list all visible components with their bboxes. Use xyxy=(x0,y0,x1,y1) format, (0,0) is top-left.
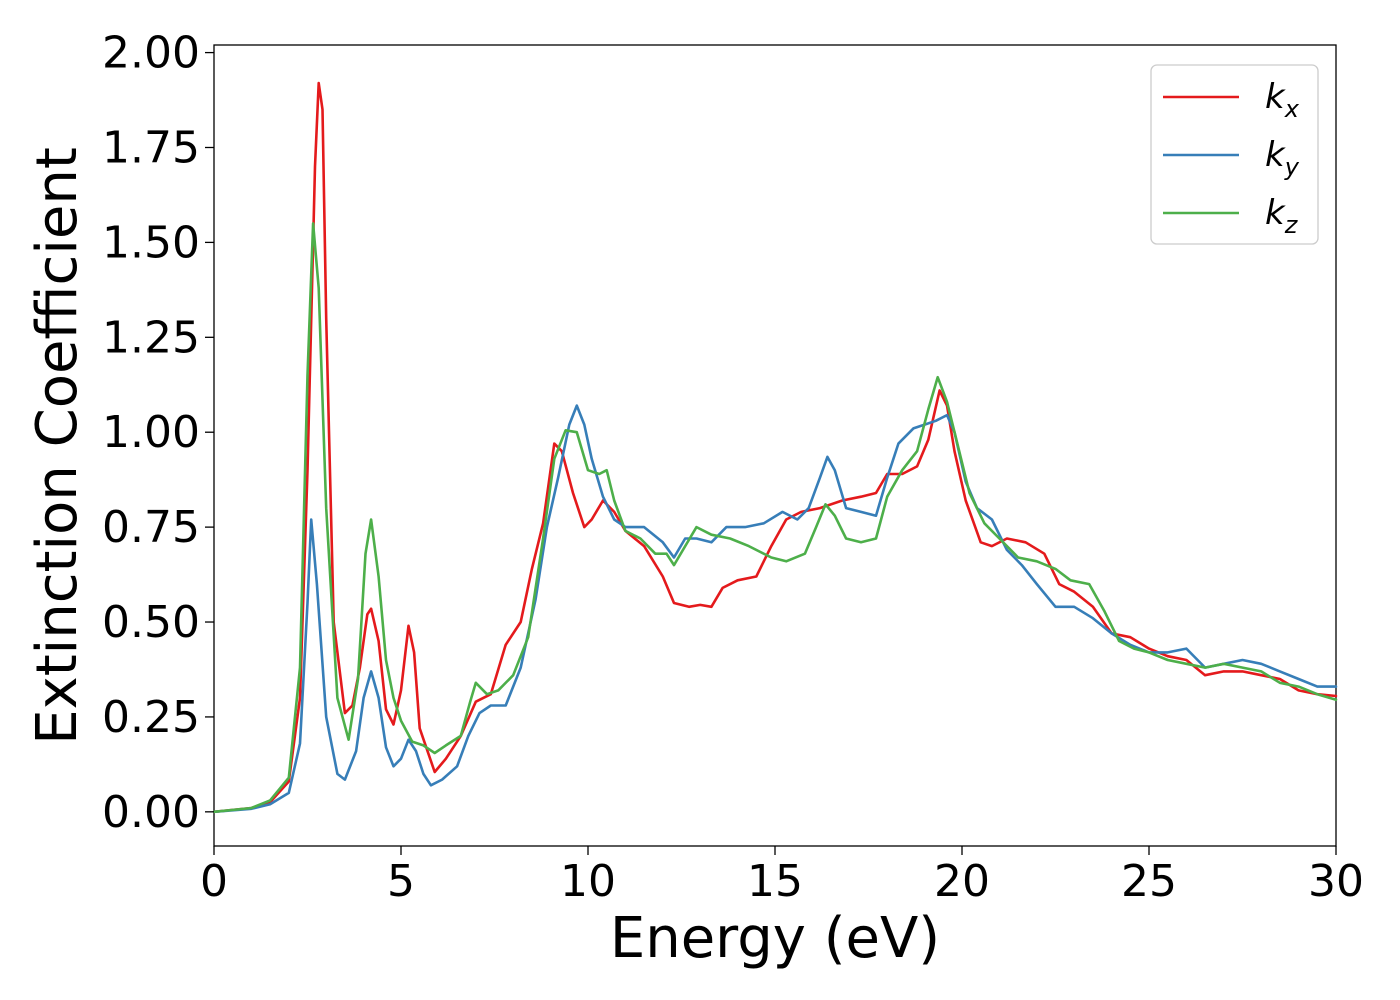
legend-label-subscript: y xyxy=(1284,153,1300,181)
x-tick-label: 10 xyxy=(560,856,616,907)
y-tick-label: 0.75 xyxy=(102,502,200,553)
legend-label-kx: kx xyxy=(1265,77,1300,123)
legend-label-subscript: z xyxy=(1284,211,1299,239)
x-axis-title: Energy (eV) xyxy=(610,906,940,971)
y-tick-label: 1.00 xyxy=(102,407,200,458)
legend-label-ky: ky xyxy=(1265,135,1300,181)
legend-label-base: k xyxy=(1265,135,1286,175)
y-tick-label: 1.25 xyxy=(102,312,200,363)
x-tick-label: 0 xyxy=(200,856,228,907)
y-tick-label: 0.00 xyxy=(102,787,200,838)
y-tick-label: 0.50 xyxy=(102,597,200,648)
y-tick-label: 1.75 xyxy=(102,122,200,173)
legend-label-base: k xyxy=(1265,77,1286,117)
y-axis-title: Extinction Coefficient xyxy=(25,147,90,745)
x-tick-label: 20 xyxy=(934,856,990,907)
series-line-kz xyxy=(212,222,1338,814)
y-tick-label: 1.50 xyxy=(102,217,200,268)
y-tick-label: 2.00 xyxy=(102,28,200,79)
x-tick-label: 5 xyxy=(387,856,415,907)
legend-label-kz: kz xyxy=(1265,193,1299,239)
y-axis: 0.00 0.25 0.50 0.75 1.00 1.25 1.50 1.75 2.00 xyxy=(102,28,214,838)
plot-area xyxy=(213,44,1337,847)
x-tick-label: 15 xyxy=(747,856,803,907)
legend-label-subscript: x xyxy=(1284,95,1300,123)
x-tick-label: 30 xyxy=(1308,856,1364,907)
y-tick-label: 0.25 xyxy=(102,692,200,743)
legend-label-base: k xyxy=(1265,193,1286,233)
x-axis: 0 5 10 15 20 25 30 xyxy=(200,846,1364,907)
series-line-kx xyxy=(212,81,1338,814)
series-layer xyxy=(212,81,1338,814)
x-tick-label: 25 xyxy=(1121,856,1177,907)
